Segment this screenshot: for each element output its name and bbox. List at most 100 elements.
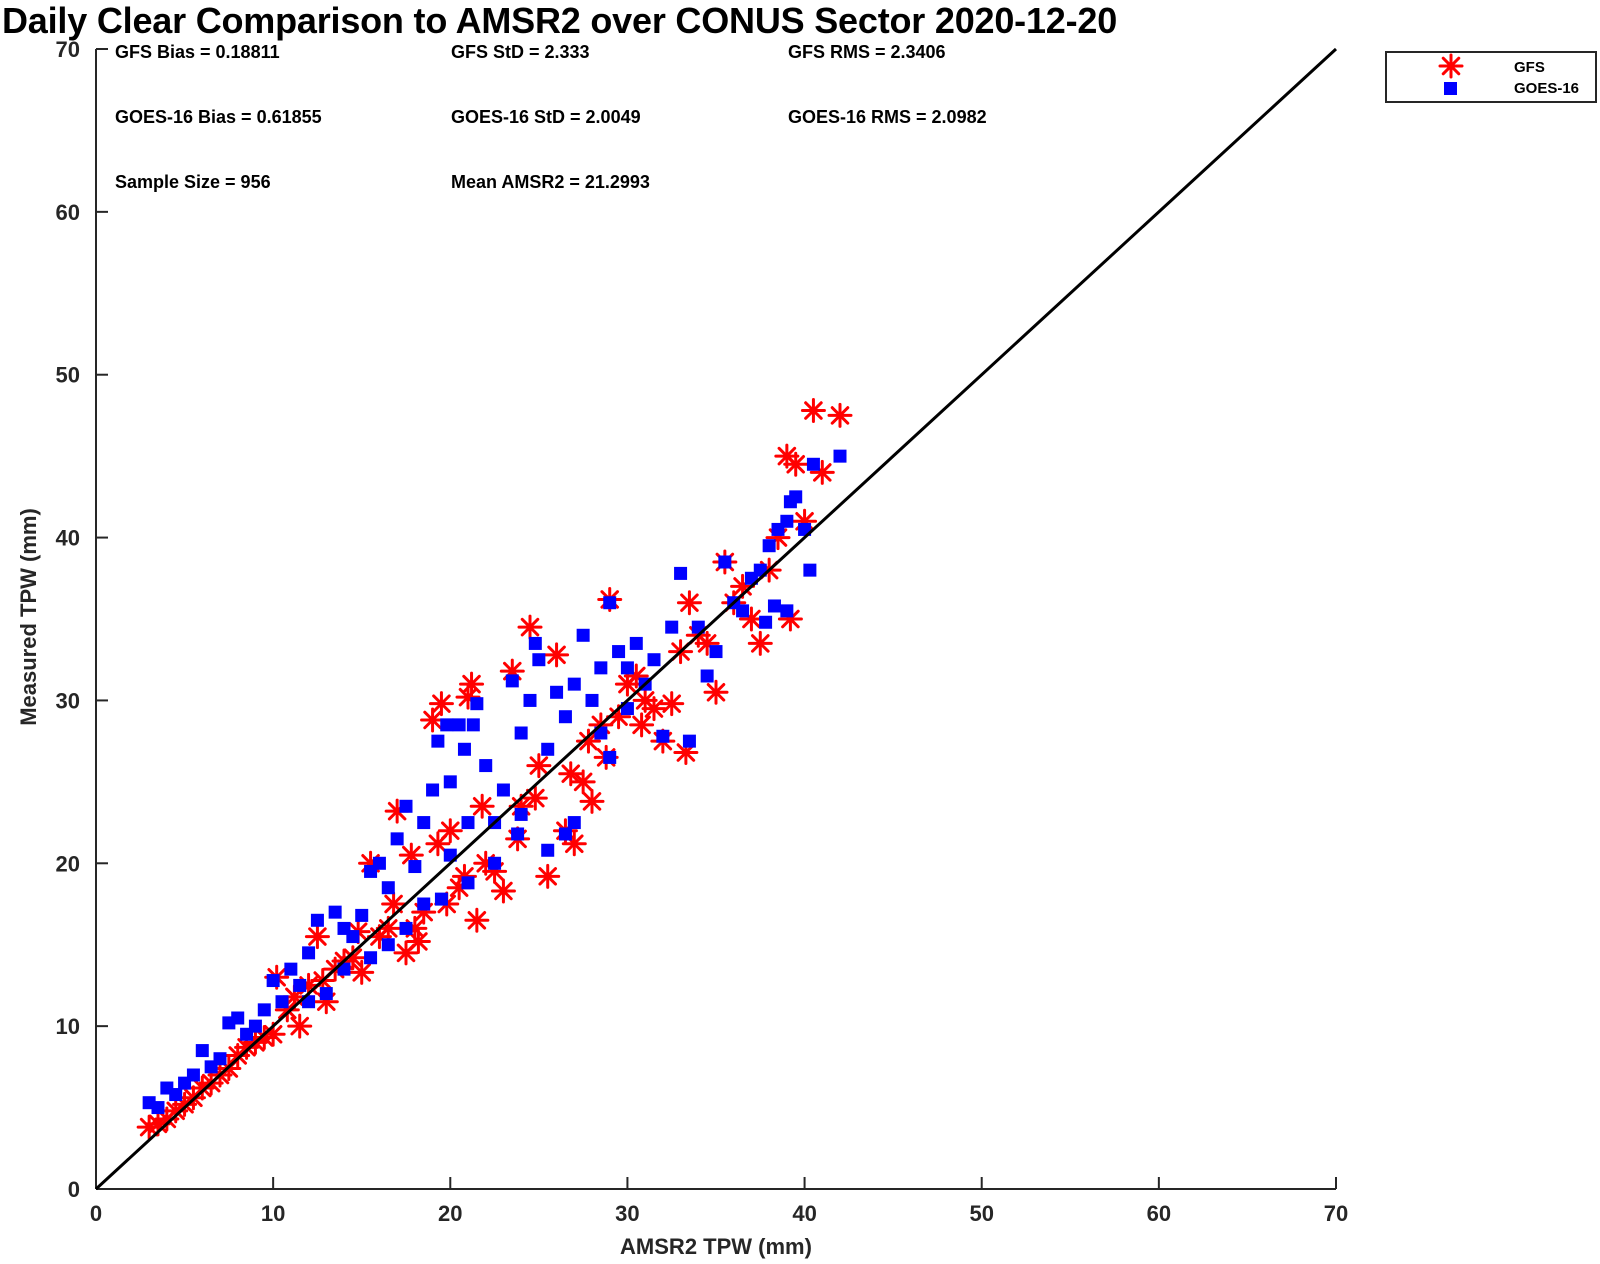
- goes16-point: [550, 685, 564, 699]
- gfs-point: [694, 630, 720, 656]
- goes16-point: [759, 615, 773, 629]
- y-axis-label: Measured TPW (mm): [16, 508, 41, 726]
- gfs-point: [464, 907, 490, 933]
- goes16-point: [346, 930, 360, 944]
- goes16-point: [470, 697, 484, 711]
- gfs-point: [381, 891, 407, 917]
- goes16-point: [302, 946, 316, 960]
- stat-text: GOES-16 RMS = 2.0982: [788, 107, 987, 127]
- goes16-point: [257, 1003, 271, 1017]
- goes16-point: [355, 908, 369, 922]
- gfs-point: [783, 451, 809, 477]
- stat-text: Mean AMSR2 = 21.2993: [451, 172, 650, 192]
- goes16-point: [541, 843, 555, 857]
- goes16-point: [558, 827, 572, 841]
- axes: 0 10 20 30 40 50 60 70 0 10 20 30 40 50 60 70: [56, 37, 1349, 1226]
- y-tick-label: 70: [56, 37, 80, 62]
- gfs-point: [304, 924, 330, 950]
- gfs-point: [535, 863, 561, 889]
- legend-gfs-label: GFS: [1514, 59, 1545, 76]
- goes16-point: [682, 734, 696, 748]
- goes16-point: [372, 856, 386, 870]
- goes16-point: [567, 677, 581, 691]
- goes16-point: [248, 1019, 262, 1033]
- goes16-point: [594, 661, 608, 675]
- gfs-point: [189, 1075, 215, 1101]
- stats-annotations: GFS Bias = 0.18811 GFS StD = 2.333 GFS RMS…: [115, 42, 987, 192]
- legend-goes16-label: GOES-16: [1514, 80, 1579, 97]
- goes16-point: [213, 1052, 227, 1066]
- goes16-point: [390, 832, 404, 846]
- goes16-point: [440, 718, 454, 732]
- x-axis-title: AMSR2 TPW (mm): [620, 1234, 812, 1259]
- gfs-point: [579, 788, 605, 814]
- y-tick-label: 40: [56, 526, 80, 551]
- goes16-point: [466, 718, 480, 732]
- x-tick-label: 20: [438, 1201, 462, 1226]
- goes16-point: [806, 457, 820, 471]
- y-tick-label: 20: [56, 851, 80, 876]
- gfs-point: [558, 761, 584, 787]
- goes16-point: [700, 669, 714, 683]
- gfs-point: [428, 691, 454, 717]
- goes16-point: [665, 620, 679, 634]
- goes16-point: [511, 827, 525, 841]
- gfs-point: [544, 642, 570, 668]
- goes16-point: [767, 599, 781, 613]
- goes16-point: [532, 653, 546, 667]
- goes16-point: [417, 897, 431, 911]
- goes16-point: [612, 645, 626, 659]
- gfs-point: [526, 753, 552, 779]
- one-to-one-reference-line: [94, 47, 1338, 1191]
- goes16-point: [284, 962, 298, 976]
- goes16-point: [381, 938, 395, 952]
- gfs-point: [459, 671, 485, 697]
- goes16-point: [434, 892, 448, 906]
- goes16-point: [461, 816, 475, 830]
- goes16-point: [567, 816, 581, 830]
- goes16-point: [186, 1068, 200, 1082]
- gfs-point: [747, 630, 773, 656]
- goes16-point: [736, 604, 750, 618]
- gfs-point: [405, 928, 431, 954]
- gfs-point: [490, 878, 516, 904]
- goes16-point: [426, 783, 440, 797]
- x-tick-label: 50: [969, 1201, 993, 1226]
- gfs-point: [738, 606, 764, 632]
- goes16-point: [231, 1011, 245, 1025]
- goes16-point: [528, 636, 542, 650]
- gfs-point: [349, 959, 375, 985]
- y-tick-label: 60: [56, 200, 80, 225]
- legend-goes16-marker: [1444, 82, 1457, 95]
- goes16-point: [585, 693, 599, 707]
- x-axis-label: AMSR2 TPW (mm): [620, 1234, 812, 1259]
- y-tick-label: 0: [68, 1177, 80, 1202]
- goes16-point: [541, 742, 555, 756]
- goes16-point: [576, 628, 590, 642]
- goes16-point: [457, 742, 471, 756]
- goes16-point: [496, 783, 510, 797]
- goes16-point: [431, 734, 445, 748]
- goes16-point: [514, 807, 528, 821]
- goes16-point: [443, 775, 457, 789]
- x-tick-label: 40: [792, 1201, 816, 1226]
- goes16-point: [479, 759, 493, 773]
- gfs-point: [570, 769, 596, 795]
- goes16-point: [452, 718, 466, 732]
- goes16-point: [399, 921, 413, 935]
- goes16-series: [142, 449, 847, 1115]
- x-tick-label: 10: [261, 1201, 285, 1226]
- gfs-point: [641, 696, 667, 722]
- x-tick-label: 30: [615, 1201, 639, 1226]
- gfs-point: [522, 785, 548, 811]
- stat-text: GFS StD = 2.333: [451, 42, 590, 62]
- goes16-point: [310, 913, 324, 927]
- goes16-point: [523, 693, 537, 707]
- goes16-point: [399, 799, 413, 813]
- stat-text: GOES-16 Bias = 0.61855: [115, 107, 322, 127]
- goes16-point: [275, 995, 289, 1009]
- goes16-point: [151, 1101, 165, 1115]
- gfs-point: [800, 398, 826, 424]
- goes16-point: [762, 539, 776, 553]
- goes16-point: [603, 596, 617, 610]
